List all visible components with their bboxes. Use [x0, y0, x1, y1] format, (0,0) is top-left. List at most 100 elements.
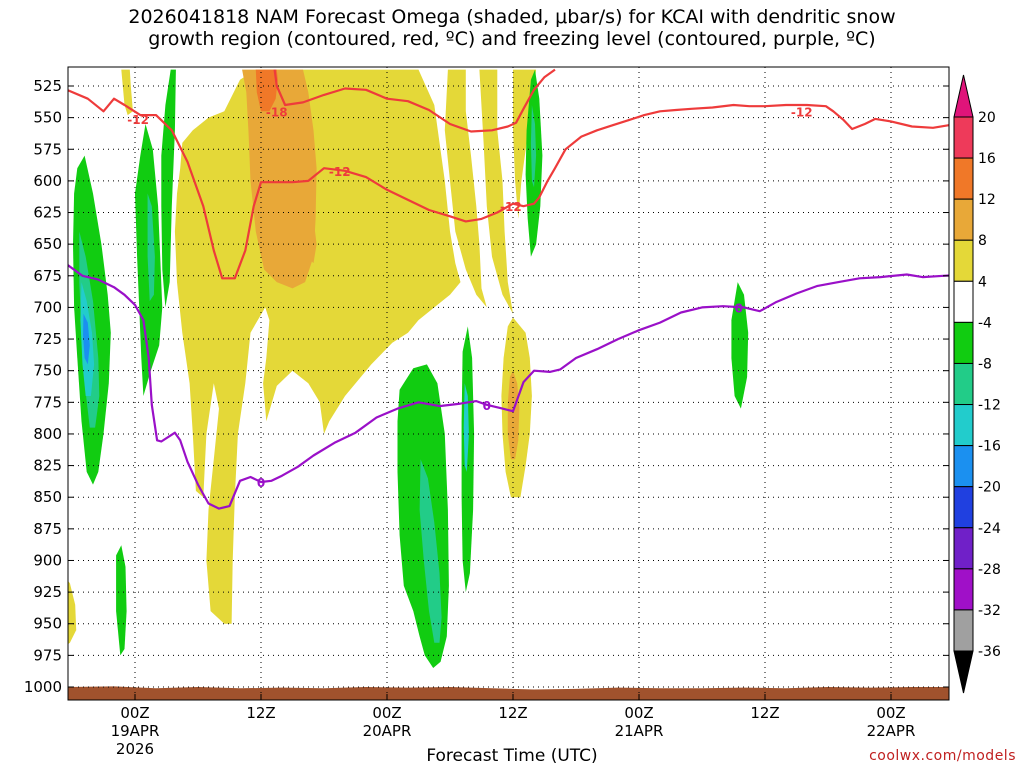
colorbar-bin-10 [953, 527, 974, 570]
y-tick-label-525: 525 [33, 77, 62, 95]
colorbar-bin-9 [953, 486, 974, 529]
colorbar-bin-2 [953, 198, 974, 241]
colorbar-label-10: -24 [978, 521, 1001, 537]
y-tick-label-675: 675 [33, 267, 62, 285]
y-tick-label-800: 800 [33, 425, 62, 443]
chart-title-line-1: 2026041818 NAM Forecast Omega (shaded, μ… [128, 6, 896, 28]
x-tick-date-24: 20APR [363, 722, 412, 740]
colorbar-label-9: -20 [978, 480, 1001, 496]
x-tick-date-48: 21APR [615, 722, 664, 740]
omega-region-0 [174, 69, 461, 624]
contour-label-3: -12 [500, 200, 522, 214]
y-tick-label-750: 750 [33, 362, 62, 380]
y-tick-label-600: 600 [33, 172, 62, 190]
x-tick-label-60: 12Z [750, 704, 779, 722]
colorbar-label-13: -36 [978, 644, 1001, 660]
x-tick-label-12: 12Z [246, 704, 275, 722]
colorbar-label-11: -28 [978, 562, 1001, 578]
colorbar-label-3: 8 [978, 233, 987, 249]
omega-region-5 [68, 580, 77, 645]
colorbar-label-0: 20 [978, 110, 996, 126]
colorbar: 20 16 12 8 4 -4 -8 -12 -16 -20 -24 -28 -32 -36 [953, 74, 1001, 694]
colorbar-bin-4 [953, 280, 974, 323]
x-tick-year-0: 2026 [116, 740, 154, 758]
colorbar-bin-1 [953, 157, 974, 200]
y-tick-label-825: 825 [33, 457, 62, 475]
x-tick-label-0: 00Z [120, 704, 149, 722]
y-tick-label-925: 925 [33, 583, 62, 601]
colorbar-label-12: -32 [978, 603, 1001, 619]
contour-freezing_level [68, 263, 949, 510]
omega-region-2 [479, 69, 513, 314]
colorbar-bin-11 [953, 568, 974, 611]
omega-region-20 [419, 459, 442, 643]
contour-snow_upper [68, 89, 949, 280]
x-tick-label-24: 00Z [372, 704, 401, 722]
y-tick-label-700: 700 [33, 298, 62, 316]
omega-region-9 [255, 69, 278, 112]
credit-text: coolwx.com/models [869, 748, 1016, 764]
contour-label-7: 0 [735, 301, 743, 315]
omega-region-19 [147, 193, 155, 302]
ground-layer [68, 686, 949, 700]
chart-title: 2026041818 NAM Forecast Omega (shaded, μ… [0, 6, 1024, 50]
y-tick-label-975: 975 [33, 646, 62, 664]
colorbar-bin-5 [953, 321, 974, 364]
colorbar-bin-8 [953, 445, 974, 488]
colorbar-label-2: 12 [978, 192, 996, 208]
x-tick-label-48: 00Z [624, 704, 653, 722]
colorbar-label-6: -8 [978, 356, 992, 372]
contour-labels: -12 -18 -12 -12 -12 0 0 0 [127, 105, 813, 490]
omega-region-12 [161, 69, 176, 308]
omega-region-21 [530, 105, 537, 188]
y-tick-label-900: 900 [33, 551, 62, 569]
y-tick-label-625: 625 [33, 204, 62, 222]
omega-region-23 [463, 383, 469, 472]
omega-region-6 [121, 69, 133, 116]
omega-region-15 [461, 326, 475, 593]
x-axis-title: Forecast Time (UTC) [426, 746, 598, 766]
y-tick-label-850: 850 [33, 488, 62, 506]
ground-fill [68, 686, 949, 700]
contour-lines [68, 68, 949, 510]
y-tick-label-550: 550 [33, 109, 62, 127]
colorbar-over-arrow [953, 74, 974, 118]
colorbar-under-arrow [953, 650, 974, 694]
colorbar-label-8: -16 [978, 439, 1001, 455]
omega-region-17 [731, 282, 749, 409]
omega-region-13 [116, 545, 127, 656]
contour-label-4: -12 [791, 105, 813, 119]
colorbar-bin-7 [953, 404, 974, 447]
chart-title-line-2: growth region (contoured, red, ºC) and f… [148, 28, 876, 50]
omega-region-8 [507, 370, 520, 460]
contour-label-5: 0 [257, 476, 265, 490]
colorbar-label-4: 4 [978, 274, 987, 290]
colorbar-bin-3 [953, 239, 974, 282]
x-tick-label-36: 12Z [498, 704, 527, 722]
omega-region-7 [242, 69, 317, 289]
y-tick-label-650: 650 [33, 235, 62, 253]
plot-frame [67, 66, 950, 701]
colorbar-bin-12 [953, 609, 974, 652]
x-tick-label-72: 00Z [876, 704, 905, 722]
contour-label-2: -12 [329, 165, 351, 179]
y-tick-label-875: 875 [33, 520, 62, 538]
colorbar-bin-6 [953, 362, 974, 406]
contour-snow_upper_dip [273, 68, 556, 133]
omega-region-24 [83, 313, 90, 365]
y-axis: 525 550 575 600 625 650 675 700 725 750 775 800 825 8… [24, 77, 949, 696]
y-tick-label-575: 575 [33, 140, 62, 158]
x-tick-date-0: 19APR [111, 722, 160, 740]
grid-lines [68, 67, 949, 700]
colorbar-label-5: -4 [978, 315, 992, 331]
y-tick-label-950: 950 [33, 615, 62, 633]
omega-region-25 [305, 206, 317, 264]
y-tick-label-725: 725 [33, 330, 62, 348]
contour-label-6: 0 [483, 399, 491, 413]
colorbar-label-7: -12 [978, 398, 1001, 414]
x-tick-date-72: 22APR [867, 722, 916, 740]
omega-region-1 [444, 69, 487, 308]
colorbar-bin-0 [953, 116, 974, 159]
